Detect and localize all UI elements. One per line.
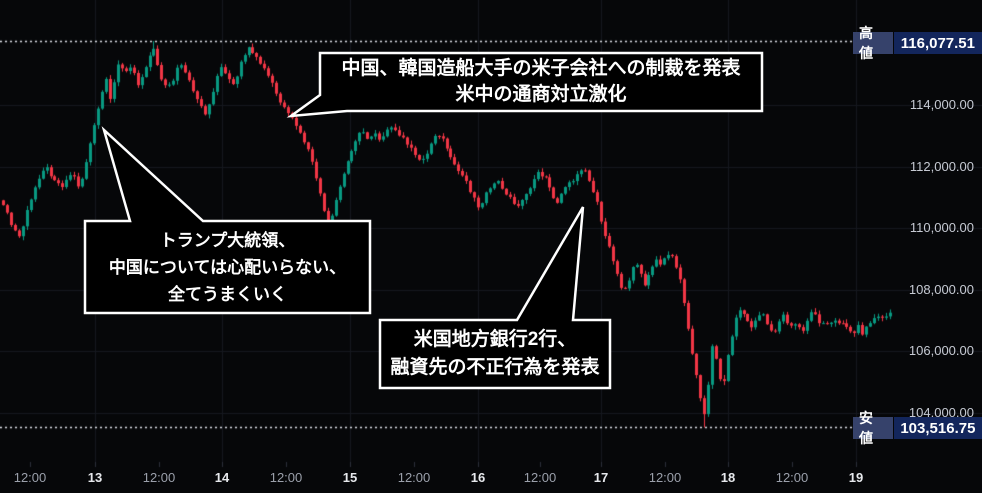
time-axis-label-19: 19 bbox=[848, 470, 864, 485]
time-axis-label-17: 17 bbox=[593, 470, 609, 485]
low-badge-value: 103,516.75 bbox=[893, 417, 982, 439]
time-axis-label-1200: 12:00 bbox=[13, 470, 47, 485]
price-axis-label: 114,000.00 bbox=[909, 97, 974, 112]
low-badge-label: 安値 bbox=[853, 410, 893, 446]
price-axis[interactable]: 114,000.00 112,000.00 110,000.00 108,000.00… bbox=[894, 0, 982, 462]
price-axis-label: 112,000.00 bbox=[909, 158, 974, 174]
time-axis-label-1200: 12:00 bbox=[397, 470, 431, 485]
high-badge-label: 高値 bbox=[853, 25, 893, 61]
low-price-badge: 安値 103,516.75 bbox=[853, 410, 982, 446]
time-axis-label-15: 15 bbox=[342, 470, 358, 485]
price-axis-label: 110,000.00 bbox=[909, 220, 974, 235]
time-axis-label-1200: 12:00 bbox=[648, 470, 682, 485]
price-axis-label: 106,000.00 bbox=[908, 343, 974, 358]
high-badge-value: 116,077.51 bbox=[893, 32, 982, 54]
time-axis-label-16: 16 bbox=[470, 470, 486, 485]
high-price-badge: 高値 116,077.51 bbox=[853, 25, 982, 61]
time-axis-label-1200: 12:00 bbox=[523, 470, 557, 485]
time-axis-label-18: 18 bbox=[720, 470, 736, 485]
time-axis-label-1200: 12:00 bbox=[269, 470, 303, 485]
time-axis-label-14: 14 bbox=[214, 470, 230, 485]
time-axis[interactable]: 12:00 13 12:00 14 12:00 15 12:00 16 12:00 17 12:00… bbox=[0, 462, 982, 493]
price-axis-label: 104,000.00 bbox=[908, 404, 974, 420]
price-axis-label: 108,000.00 bbox=[908, 281, 974, 297]
time-axis-label-13: 13 bbox=[87, 470, 103, 485]
time-axis-label-1200: 12:00 bbox=[775, 470, 809, 485]
time-axis-label-1200: 12:00 bbox=[142, 470, 176, 485]
